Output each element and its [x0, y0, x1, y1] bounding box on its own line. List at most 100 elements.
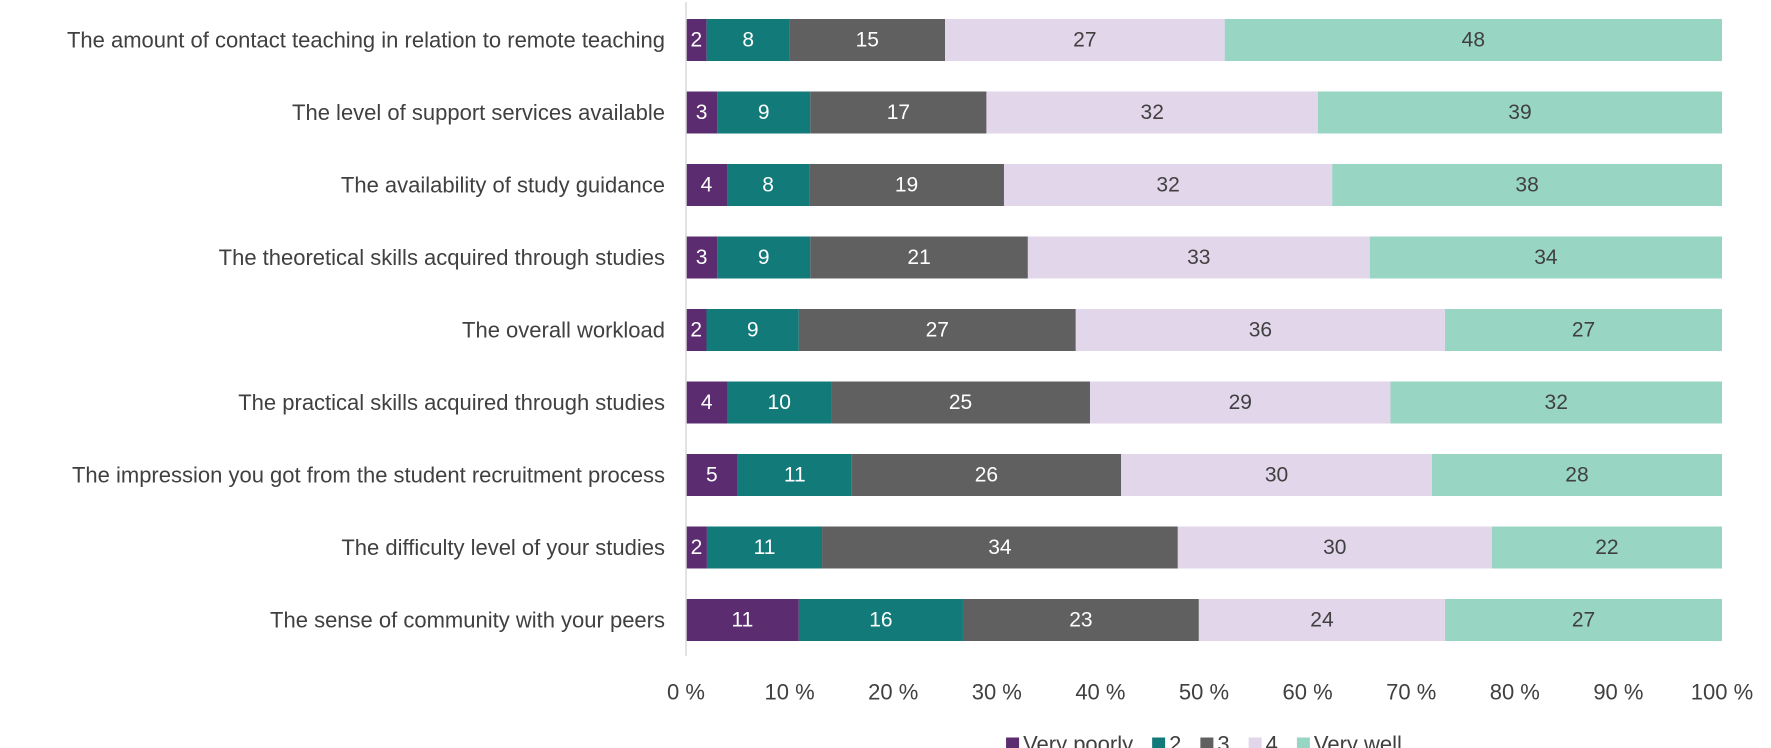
x-tick-label: 70 %: [1386, 680, 1436, 705]
data-label: 15: [856, 29, 879, 52]
bar-segment: [1369, 236, 1722, 279]
data-label: 25: [949, 391, 972, 414]
legend-swatch: [1152, 737, 1166, 748]
bar-segment: [727, 381, 832, 424]
bar-segment: [1224, 19, 1722, 61]
data-label: 32: [1141, 101, 1164, 124]
bars-layer: 2 8 15 27 483 9 17 32 394 8 19 32 383 9 21 33 342 9 27 36 27…: [686, 19, 1722, 641]
x-tick-label: 0 %: [667, 680, 705, 705]
data-label: 26: [975, 464, 998, 487]
data-label: 23: [1069, 609, 1092, 632]
bar-segment: [706, 19, 790, 61]
x-tick-label: 60 %: [1283, 680, 1333, 705]
data-label: 28: [1565, 464, 1588, 487]
bar-segment: [1491, 526, 1722, 569]
data-label: 30: [1323, 536, 1346, 559]
bar-segment: [809, 164, 1004, 206]
data-label: 9: [758, 101, 770, 124]
category-label: The practical skills acquired through st…: [238, 390, 665, 415]
bar-segment: [1090, 381, 1391, 424]
bar-segment: [1075, 309, 1446, 351]
data-label: 39: [1508, 101, 1531, 124]
bar-segment: [686, 19, 707, 61]
x-tick-label: 10 %: [765, 680, 815, 705]
data-label: 11: [732, 609, 754, 632]
data-label: 36: [1249, 319, 1272, 342]
legend-swatch: [1248, 737, 1262, 748]
bar-segment: [986, 91, 1318, 134]
category-label: The theoretical skills acquired through …: [219, 245, 665, 270]
data-label: 5: [706, 464, 718, 487]
x-tick-label: 90 %: [1593, 680, 1643, 705]
data-label: 34: [1534, 246, 1558, 269]
x-tick-label: 30 %: [972, 680, 1022, 705]
bar-segment: [822, 526, 1178, 569]
data-label: 27: [1572, 319, 1595, 342]
bar-segment: [686, 236, 718, 279]
bar-segment: [686, 454, 738, 496]
data-label: 30: [1265, 464, 1288, 487]
data-label: 11: [754, 536, 776, 559]
x-tick-label: 20 %: [868, 680, 918, 705]
bar-segment: [1177, 526, 1492, 569]
bar-segment: [810, 91, 987, 134]
x-tick-label: 50 %: [1179, 680, 1229, 705]
bar-segment: [945, 19, 1225, 61]
data-label: 27: [1073, 29, 1096, 52]
data-label: 38: [1515, 174, 1538, 197]
bar-segment: [1431, 454, 1722, 496]
bar-segment: [1121, 454, 1432, 496]
legend-swatch: [1006, 737, 1020, 748]
bar-segment: [962, 599, 1199, 641]
legend-swatch: [1200, 737, 1214, 748]
data-label: 3: [696, 246, 708, 269]
x-tick-label: 100 %: [1691, 680, 1753, 705]
data-label: 17: [887, 101, 910, 124]
legend-label: Very well: [1314, 732, 1402, 748]
data-label: 9: [747, 319, 759, 342]
bar-segment: [686, 91, 718, 134]
data-label: 2: [690, 319, 702, 342]
data-label: 11: [784, 464, 806, 487]
data-label: 19: [895, 174, 918, 197]
legend-label: 2: [1169, 732, 1181, 748]
x-tick-label: 40 %: [1075, 680, 1125, 705]
data-label: 21: [907, 246, 930, 269]
data-label: 29: [1229, 391, 1252, 414]
bar-segment: [686, 599, 799, 641]
bar-segment: [1332, 164, 1722, 206]
bar-segment: [1390, 381, 1722, 424]
data-label: 8: [762, 174, 774, 197]
bar-segment: [717, 91, 811, 134]
data-label: 32: [1545, 391, 1568, 414]
data-label: 4: [701, 391, 713, 414]
bar-segment: [706, 309, 799, 351]
bar-segment: [851, 454, 1122, 496]
data-label: 22: [1595, 536, 1618, 559]
legend-label: 4: [1266, 732, 1278, 748]
data-label: 32: [1156, 174, 1179, 197]
bar-segment: [1198, 599, 1446, 641]
legend: Very poorly 2 3 4 Very well: [1006, 732, 1402, 748]
bar-segment: [1027, 236, 1370, 279]
data-label: 9: [758, 246, 770, 269]
bar-segment: [737, 454, 852, 496]
data-label: 33: [1187, 246, 1210, 269]
bar-segment: [1445, 309, 1722, 351]
bar-segment: [798, 599, 963, 641]
bar-segment: [717, 236, 811, 279]
data-label: 27: [1572, 609, 1595, 632]
bar-segment: [1003, 164, 1333, 206]
data-label: 48: [1462, 29, 1485, 52]
data-label: 2: [691, 536, 703, 559]
legend-swatch: [1296, 737, 1310, 748]
bar-segment: [686, 526, 707, 569]
category-label: The amount of contact teaching in relati…: [67, 28, 665, 53]
category-label: The level of support services available: [292, 100, 665, 125]
bar-segment: [686, 164, 728, 206]
data-label: 2: [691, 29, 703, 52]
bar-segment: [831, 381, 1091, 424]
bar-segment: [727, 164, 810, 206]
legend-label: Very poorly: [1023, 732, 1133, 748]
